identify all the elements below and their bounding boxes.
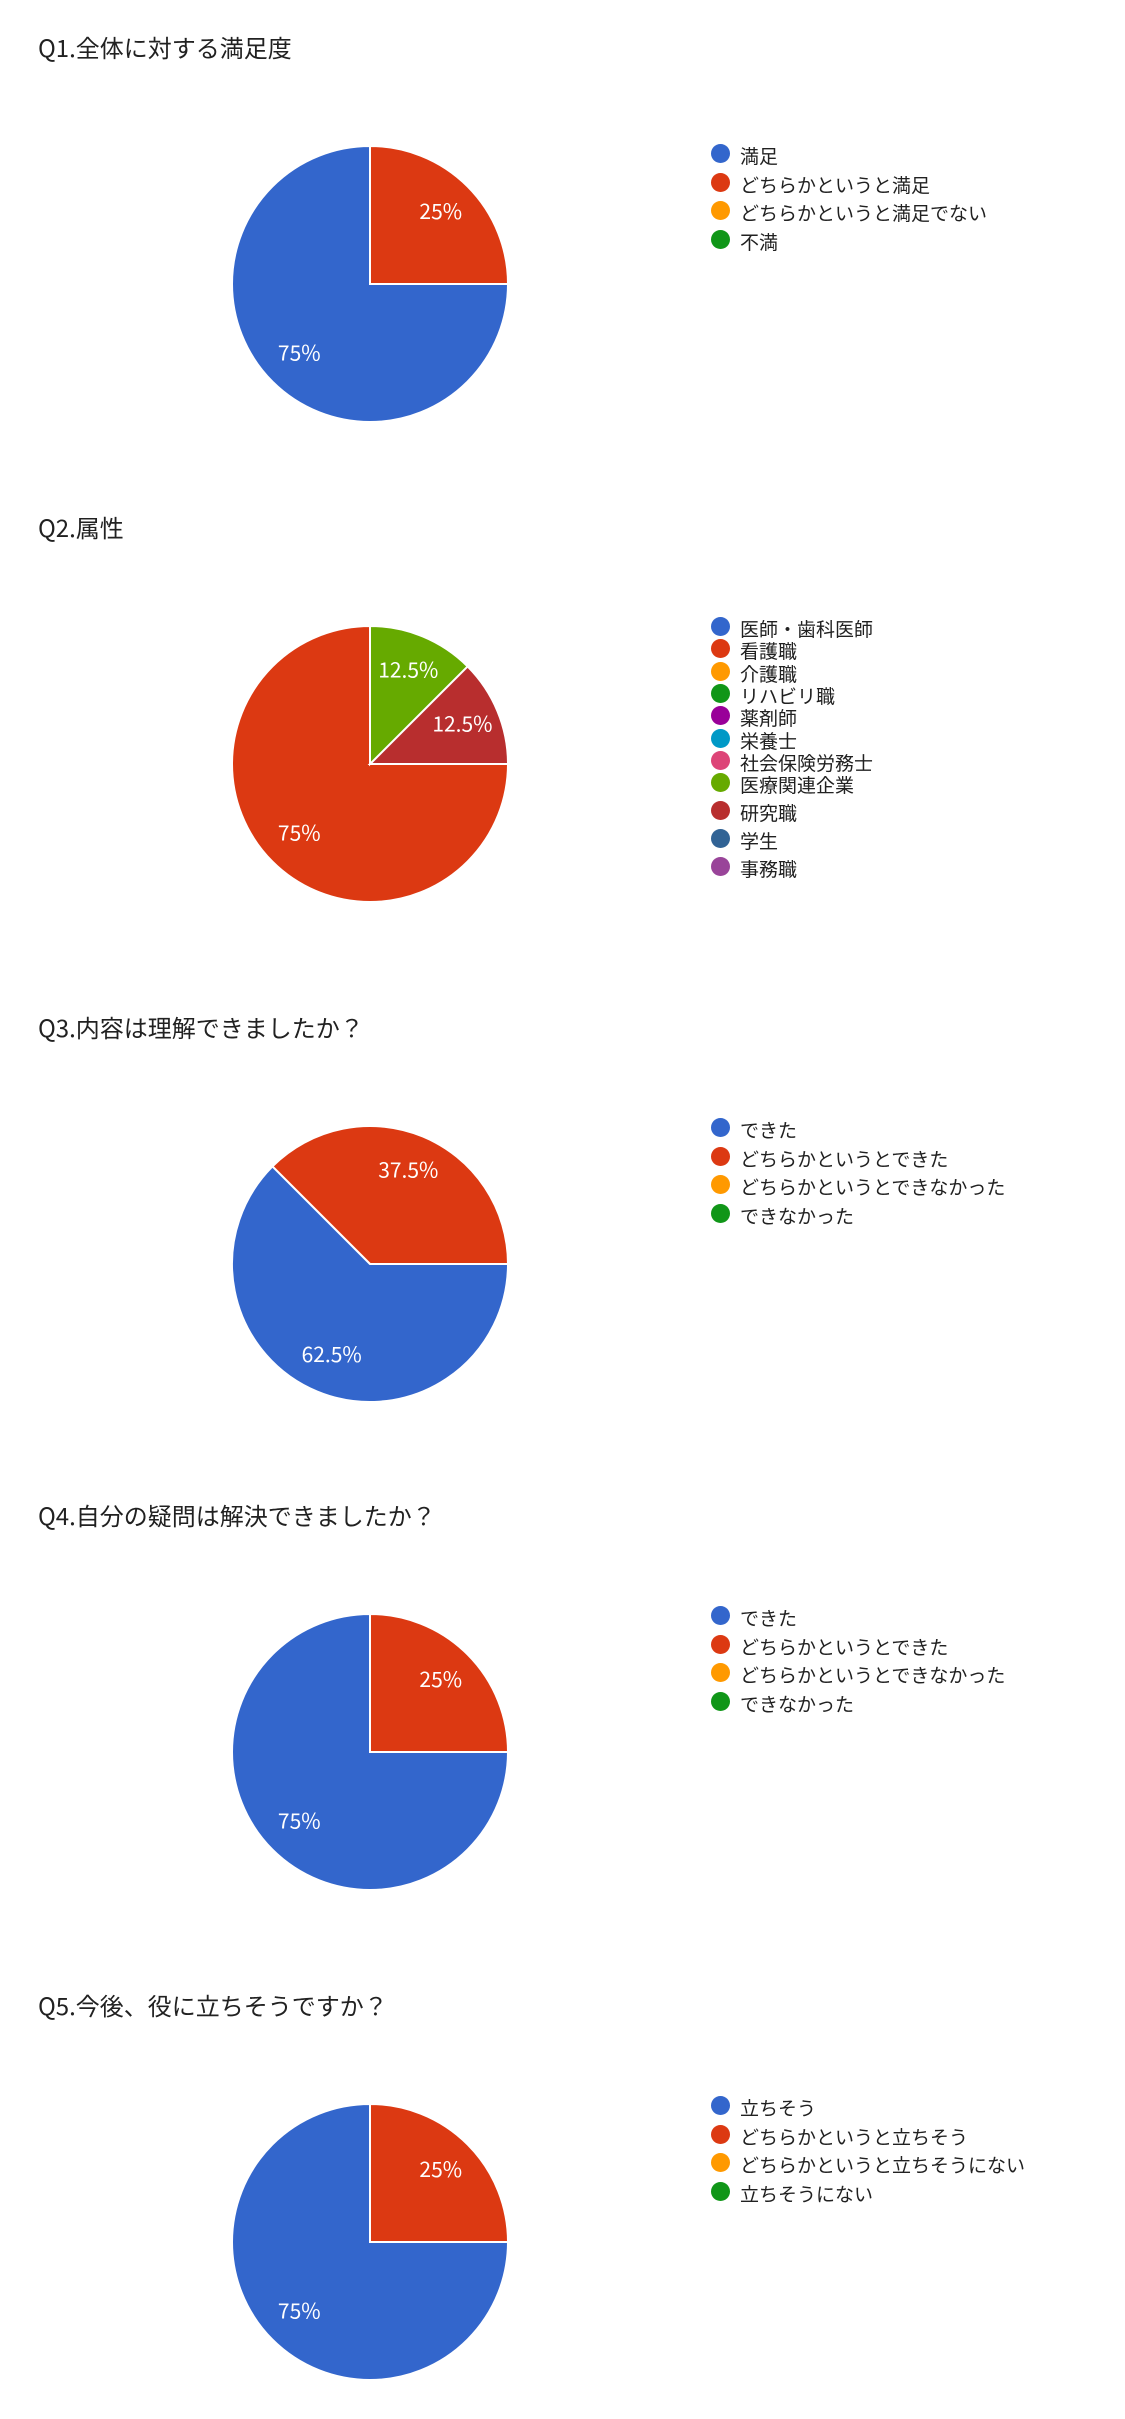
svg-text:25%: 25% (419, 1664, 462, 1694)
svg-text:25%: 25% (419, 196, 462, 226)
svg-text:37.5%: 37.5% (378, 1154, 438, 1184)
svg-text:75%: 75% (278, 337, 321, 367)
svg-text:25%: 25% (419, 2154, 462, 2184)
svg-text:12.5%: 12.5% (378, 654, 438, 684)
svg-text:75%: 75% (278, 2295, 321, 2325)
svg-text:62.5%: 62.5% (302, 1339, 362, 1369)
svg-text:75%: 75% (278, 817, 321, 847)
svg-text:75%: 75% (278, 1805, 321, 1835)
svg-text:12.5%: 12.5% (432, 708, 492, 738)
